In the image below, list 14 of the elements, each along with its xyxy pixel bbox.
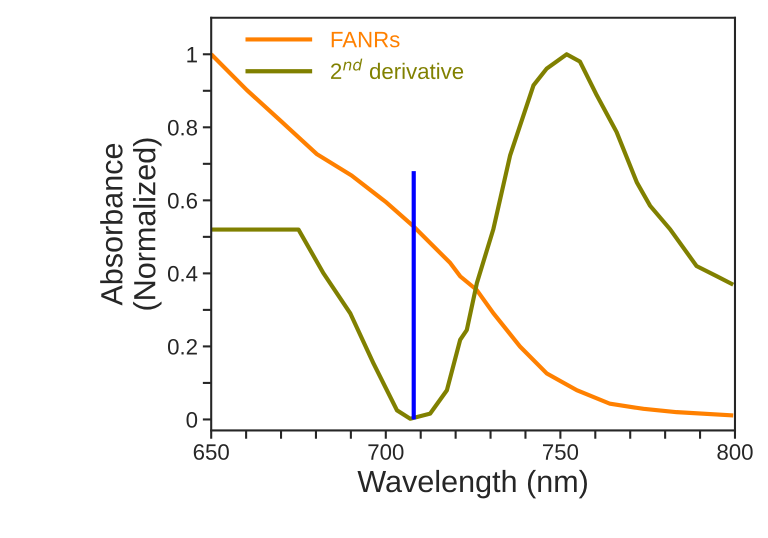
y-tick-label: 0.2 <box>168 338 197 355</box>
x-tick-label: 700 <box>368 444 404 460</box>
y-tick-label: 0.4 <box>168 266 198 282</box>
x-axis-title: Wavelength (nm) <box>357 470 587 498</box>
legend-label: FANRs <box>332 32 400 48</box>
legend-label: 2$^{nd}$ derivative <box>331 58 464 80</box>
y-tick-label: 0.8 <box>168 120 198 136</box>
y-tick-label: 0.6 <box>168 192 198 209</box>
x-tick-label: 800 <box>717 444 753 460</box>
x-tick-label: 650 <box>194 444 229 460</box>
x-tick-label: 750 <box>542 444 578 460</box>
y-tick-label: 0 <box>186 412 198 428</box>
y-tick-label: 1 <box>187 47 197 62</box>
y-axis-title: Absorbance (Normalized) <box>100 138 162 310</box>
